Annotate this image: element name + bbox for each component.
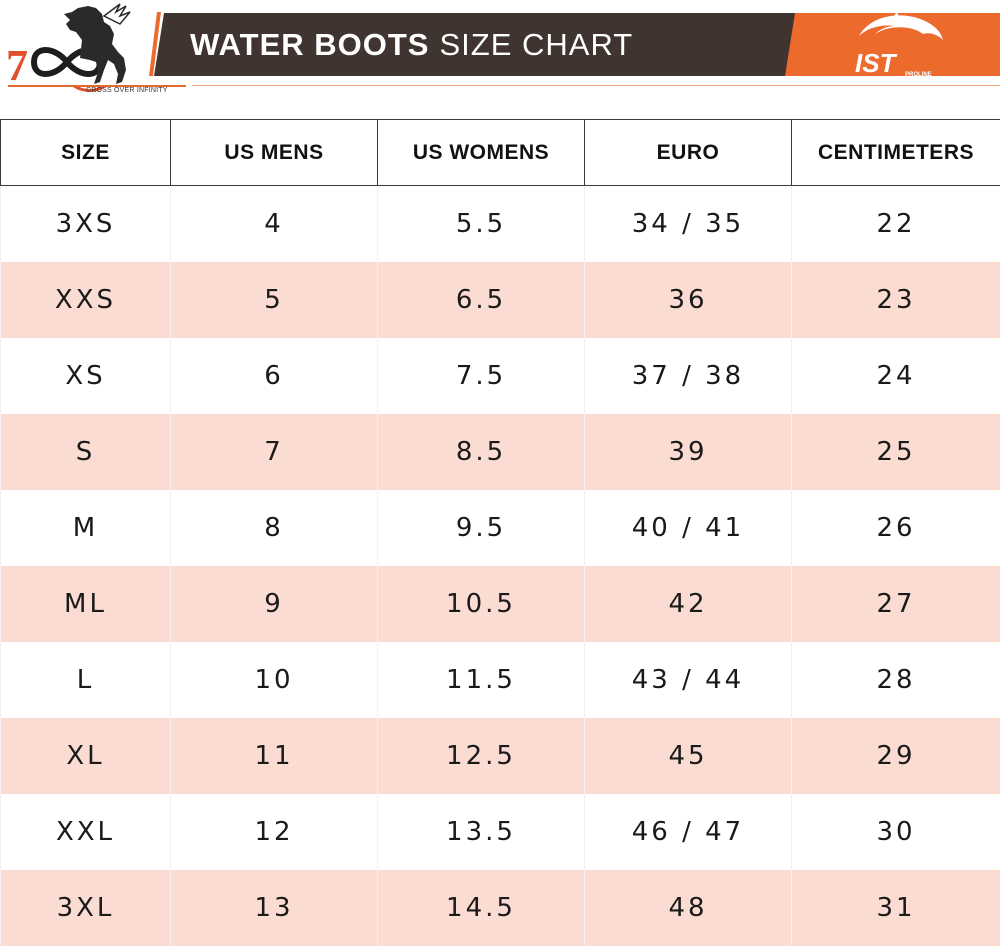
brand-tagline: CROSS OVER INFINITY (86, 87, 168, 94)
cell-size: XS (0, 338, 171, 414)
cell-centimeters: 31 (791, 870, 1000, 946)
table-header-row: SIZE US MENS US WOMENS EURO CENTIMETERS (0, 119, 1000, 186)
header-rule-left (8, 85, 186, 87)
cell-us-mens: 12 (170, 794, 378, 870)
cell-us-mens: 6 (170, 338, 378, 414)
cell-centimeters: 22 (791, 185, 1000, 262)
cell-us-womens: 13.5 (377, 794, 585, 870)
table-row: L 10 11.5 43 / 44 28 (0, 642, 1000, 718)
cell-us-mens: 8 (170, 490, 378, 566)
cell-us-mens: 4 (170, 185, 378, 262)
table-row: XXL 12 13.5 46 / 47 30 (0, 794, 1000, 870)
cell-euro: 34 / 35 (584, 185, 792, 262)
cell-size: XXL (0, 794, 171, 870)
cell-size: M (0, 490, 171, 566)
cell-us-womens: 8.5 (377, 414, 585, 490)
cell-size: XL (0, 718, 171, 794)
orange-divider (149, 12, 161, 76)
cell-us-mens: 10 (170, 642, 378, 718)
column-header-euro: EURO (584, 119, 792, 186)
cell-euro: 46 / 47 (584, 794, 792, 870)
brand-logo: 7 CROSS OVER INFINITY (0, 0, 195, 100)
table-row: XS 6 7.5 37 / 38 24 (0, 338, 1000, 414)
cell-us-womens: 14.5 (377, 870, 585, 946)
cell-us-womens: 10.5 (377, 566, 585, 642)
cell-euro: 45 (584, 718, 792, 794)
cell-size: 3XL (0, 870, 171, 946)
logo-proline-text: PROLINE (905, 72, 932, 78)
dolphin-fin (889, 12, 901, 24)
cell-size: XXS (0, 262, 171, 338)
page-title: WATER BOOTS SIZE CHART (190, 27, 633, 63)
table-row: 3XL 13 14.5 48 31 (0, 870, 1000, 946)
cell-us-womens: 12.5 (377, 718, 585, 794)
cell-size: ML (0, 566, 171, 642)
table-row: 3XS 4 5.5 34 / 35 22 (0, 185, 1000, 262)
swoosh-icon (73, 84, 105, 92)
table-row: XXS 5 6.5 36 23 (0, 262, 1000, 338)
header-rule-right (192, 85, 1000, 86)
title-secondary: SIZE CHART (439, 27, 634, 62)
cell-euro: 48 (584, 870, 792, 946)
cell-us-mens: 13 (170, 870, 378, 946)
cell-us-mens: 7 (170, 414, 378, 490)
cell-euro: 43 / 44 (584, 642, 792, 718)
table-row: S 7 8.5 39 25 (0, 414, 1000, 490)
dolphin-logo-icon: IST PROLINE (855, 12, 943, 78)
wing-icon (102, 3, 131, 25)
cell-us-womens: 11.5 (377, 642, 585, 718)
cell-centimeters: 23 (791, 262, 1000, 338)
cell-us-womens: 6.5 (377, 262, 585, 338)
column-header-us-mens: US MENS (170, 119, 378, 186)
cell-us-mens: 11 (170, 718, 378, 794)
cell-us-womens: 9.5 (377, 490, 585, 566)
cell-centimeters: 26 (791, 490, 1000, 566)
cell-us-mens: 9 (170, 566, 378, 642)
cell-centimeters: 30 (791, 794, 1000, 870)
cell-us-womens: 7.5 (377, 338, 585, 414)
cell-size: S (0, 414, 171, 490)
column-header-us-womens: US WOMENS (377, 119, 585, 186)
cell-centimeters: 24 (791, 338, 1000, 414)
horse-infinity-logo-icon: 7 (6, 3, 131, 92)
cell-euro: 40 / 41 (584, 490, 792, 566)
title-primary: WATER BOOTS (190, 27, 430, 62)
column-header-size: SIZE (0, 119, 171, 186)
cell-centimeters: 27 (791, 566, 1000, 642)
logo-ist-text: IST (855, 48, 898, 78)
cell-centimeters: 28 (791, 642, 1000, 718)
horse-icon (64, 6, 126, 84)
table-row: M 8 9.5 40 / 41 26 (0, 490, 1000, 566)
cell-us-mens: 5 (170, 262, 378, 338)
logo-seven: 7 (6, 41, 28, 90)
cell-size: 3XS (0, 185, 171, 262)
table-row: ML 9 10.5 42 27 (0, 566, 1000, 642)
cell-centimeters: 29 (791, 718, 1000, 794)
dolphin-body (859, 15, 943, 40)
cell-euro: 37 / 38 (584, 338, 792, 414)
cell-us-womens: 5.5 (377, 185, 585, 262)
cell-size: L (0, 642, 171, 718)
size-chart-table: SIZE US MENS US WOMENS EURO CENTIMETERS 3XS 4… (0, 119, 1000, 946)
cell-euro: 39 (584, 414, 792, 490)
cell-euro: 36 (584, 262, 792, 338)
table-body: 3XS 4 5.5 34 / 35 22 XXS 5 6.5 36 23 XS 6 7.5 37 / 38… (0, 185, 1000, 946)
cell-centimeters: 25 (791, 414, 1000, 490)
column-header-centimeters: CENTIMETERS (791, 119, 1000, 186)
table-row: XL 11 12.5 45 29 (0, 718, 1000, 794)
cell-euro: 42 (584, 566, 792, 642)
